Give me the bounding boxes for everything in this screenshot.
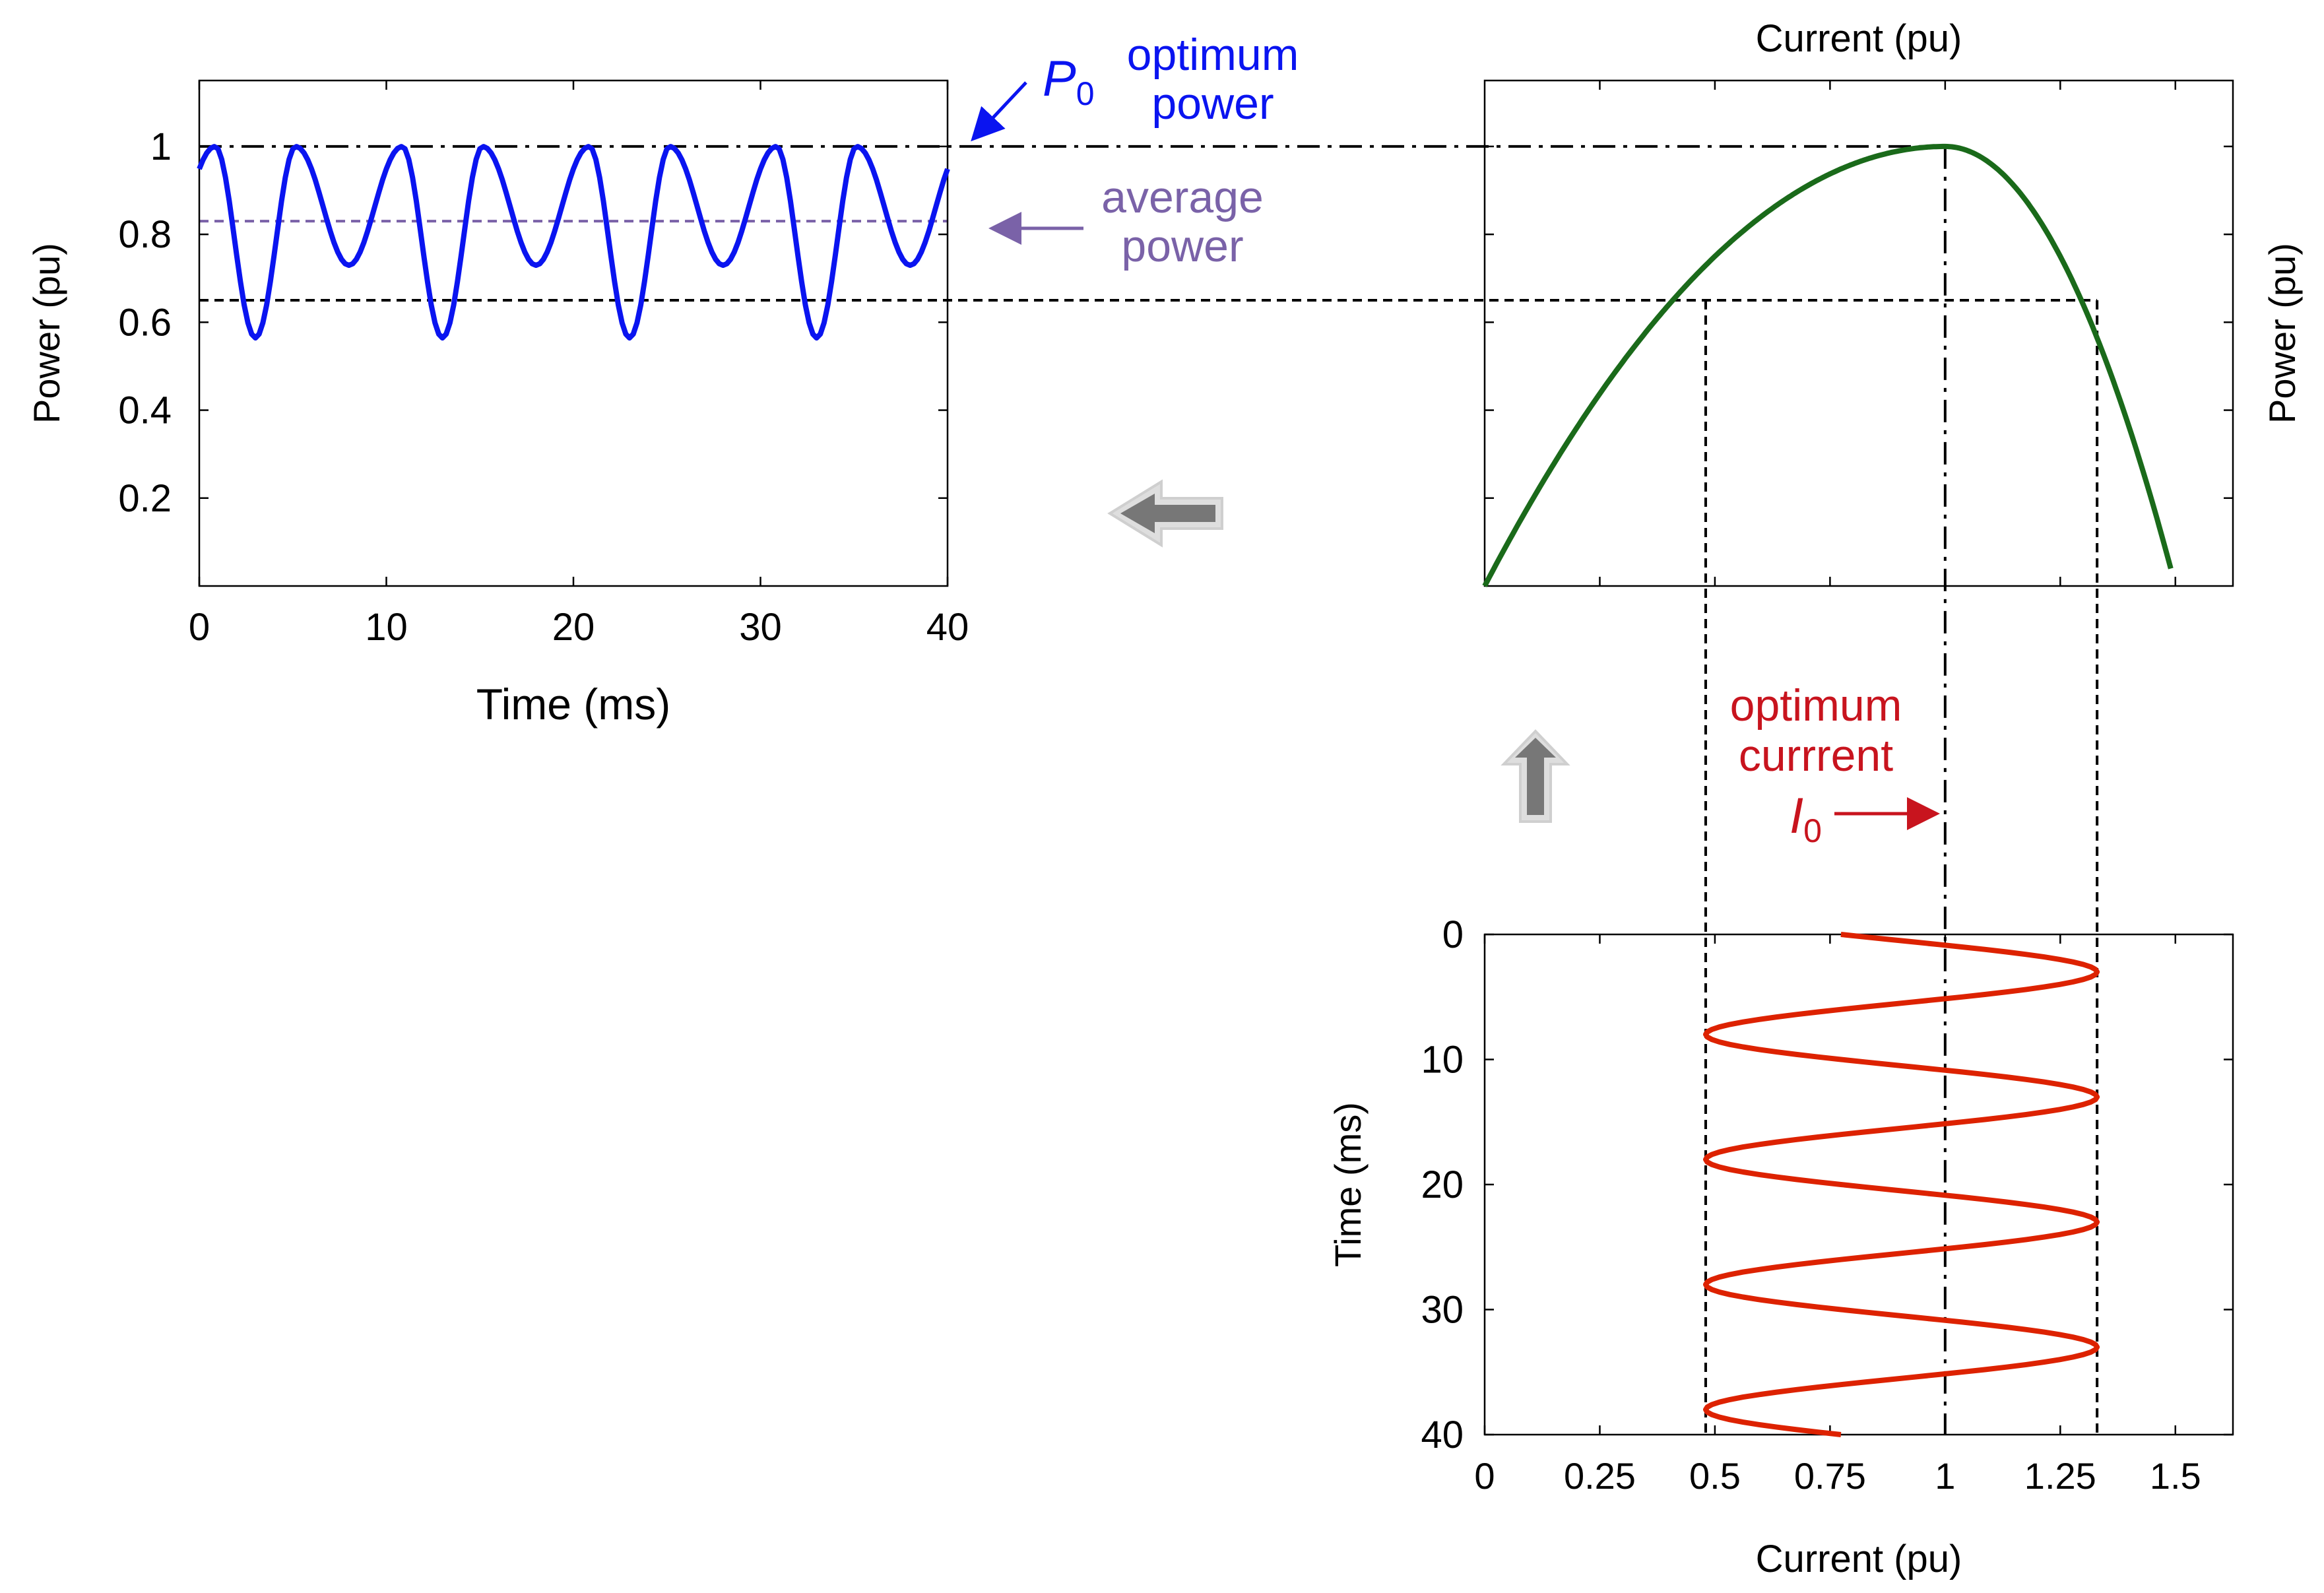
time-current-x-tick-label: 1 [1935, 1455, 1955, 1497]
power-current-series-line [1482, 143, 2174, 587]
power-current-title: Current (pu) [1756, 17, 1962, 60]
power-time-y-tick-label: 0.2 [118, 477, 172, 520]
power-time-x-axis-label: Time (ms) [476, 680, 671, 729]
time-current-y-tick-label: 0 [1442, 913, 1464, 956]
optimum-current-line1: optimum [1730, 680, 1902, 731]
time-current-y-tick-label: 10 [1421, 1039, 1464, 1082]
i0-label: I0 [1790, 788, 1822, 849]
power-time-plot-frame [198, 79, 949, 587]
power-time-y-axis-label: Power (pu) [26, 243, 67, 424]
time-current-y-tick-label: 20 [1421, 1163, 1464, 1206]
time-current-x-axis-label: Current (pu) [1756, 1538, 1962, 1580]
time-current-x-tick-label: 0 [1474, 1455, 1495, 1497]
optimum-current-annotation: optimum currrent I0 [1730, 680, 1940, 849]
up-block-arrow-icon [1501, 729, 1570, 823]
time-vs-current-chart: 0 0.25 0.5 0.75 1 1.25 1.5 0 10 20 30 40 Current (p… [1327, 913, 2234, 1580]
time-current-x-tick-label: 0.5 [1689, 1455, 1741, 1497]
power-time-y-tick-label: 1 [150, 125, 172, 168]
time-current-y-axis-label: Time (ms) [1327, 1102, 1369, 1267]
optimum-power-line1: optimum [1127, 30, 1299, 80]
time-current-series-line [1703, 932, 2100, 1437]
i0-symbol: I [1790, 788, 1803, 844]
power-time-y-tick-label: 0.4 [118, 389, 172, 432]
power-time-x-tick-label: 20 [552, 606, 595, 649]
power-current-ticks [1485, 81, 2233, 586]
power-time-x-tick-label: 0 [189, 606, 210, 649]
power-time-y-tick-label: 0.8 [118, 213, 172, 256]
p0-symbol: P [1043, 51, 1076, 107]
time-current-y-tick-label: 30 [1421, 1289, 1464, 1332]
optimum-power-annotation: P0 optimum power [971, 30, 1299, 142]
time-current-y-tick-label: 40 [1421, 1414, 1464, 1456]
power-time-x-tick-label: 10 [365, 606, 408, 649]
time-current-x-tick-label: 1.5 [2150, 1455, 2201, 1497]
average-power-line1: average [1101, 172, 1264, 222]
average-power-line2: power [1121, 221, 1243, 271]
optimum-current-line2: currrent [1739, 731, 1893, 781]
power-current-plot-frame [1483, 79, 2234, 587]
time-current-x-tick-label: 0.25 [1564, 1455, 1636, 1497]
i0-subscript: 0 [1803, 812, 1822, 849]
left-block-arrow-icon [1107, 479, 1223, 548]
power-time-y-tick-label: 0.6 [118, 301, 172, 344]
optimum-power-arrow [971, 81, 1027, 142]
time-current-x-tick-label: 1.25 [2024, 1455, 2096, 1497]
power-time-ticks: 0 10 20 30 40 0.2 0.4 0.6 0.8 1 [118, 81, 969, 649]
time-current-ticks: 0 0.25 0.5 0.75 1 1.25 1.5 0 10 20 30 40 [1421, 913, 2233, 1497]
power-time-series-line [197, 144, 950, 341]
power-vs-time-chart: 0 10 20 30 40 0.2 0.4 0.6 0.8 1 Time (ms) Power (… [26, 79, 969, 729]
p0-subscript: 0 [1076, 75, 1095, 112]
power-time-x-tick-label: 40 [926, 606, 969, 649]
power-current-y-axis-label: Power (pu) [2261, 243, 2303, 424]
reference-lines [199, 145, 2099, 1435]
power-vs-current-chart: Current (pu) Power (pu) [1482, 17, 2303, 587]
time-current-x-tick-label: 0.75 [1794, 1455, 1866, 1497]
p0-label: P0 [1043, 51, 1095, 112]
average-power-annotation: average power [988, 172, 1264, 271]
power-time-x-tick-label: 30 [739, 606, 782, 649]
optimum-power-line2: power [1151, 79, 1274, 129]
